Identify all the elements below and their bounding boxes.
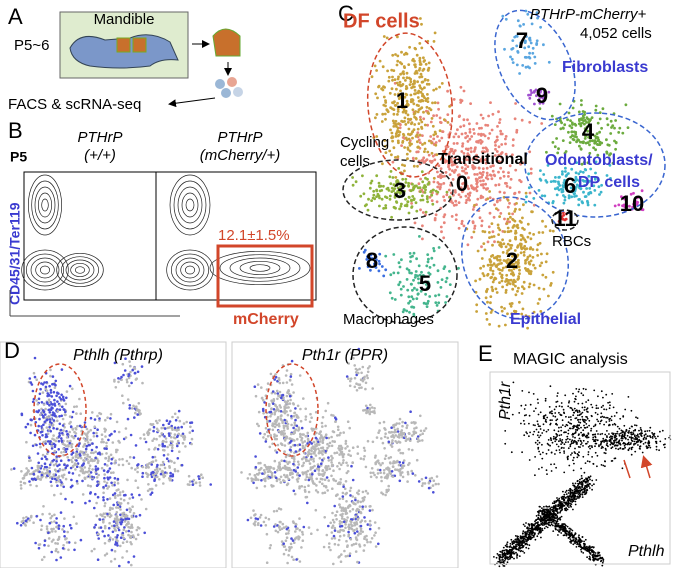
cluster-number: 2 — [506, 248, 518, 273]
scatter-dots — [10, 10, 671, 568]
cluster-label: DP cells — [578, 174, 640, 191]
plot-title: MAGIC analysis — [513, 351, 628, 368]
cluster-number: 11 — [553, 206, 576, 231]
cluster-number: 9 — [536, 83, 548, 108]
y-axis-label: Pth1r — [497, 381, 514, 420]
axes — [10, 290, 180, 316]
cluster-label: RBCs — [552, 233, 591, 250]
cluster-label: Transitional — [438, 151, 528, 168]
plot-title: Pth1r (PPR) — [302, 347, 388, 364]
cluster-label: cells — [340, 153, 370, 170]
cluster-number: 5 — [419, 271, 431, 296]
gate-percent: 12.1±1.5% — [218, 227, 290, 244]
cluster-number: 10 — [620, 191, 644, 216]
plot-frame — [490, 372, 670, 564]
genotype-title: PTHrP — [218, 129, 263, 146]
arrow — [170, 98, 215, 104]
cluster-number: 7 — [516, 28, 528, 53]
x-axis-label: mCherry — [233, 311, 299, 328]
arrow — [624, 458, 650, 478]
tooth — [117, 38, 130, 52]
panel-letter: E — [478, 341, 493, 366]
cluster-label: Macrophages — [343, 311, 434, 328]
cluster-number: 8 — [366, 248, 378, 273]
plot-title: Pthlh (Pthrp) — [73, 347, 163, 364]
panel-letter: A — [8, 4, 23, 29]
cluster-number: 4 — [582, 119, 595, 144]
y-axis-label: CD45/31/Ter119 — [7, 202, 23, 305]
cluster-number: 1 — [396, 88, 408, 113]
tooth — [133, 38, 146, 52]
genotype-title: (mCherry/+) — [200, 147, 280, 164]
plot-frame — [0, 342, 226, 568]
cells-icon — [215, 77, 243, 98]
x-axis-label: Pthlh — [628, 543, 665, 560]
panel-letter: B — [8, 118, 23, 143]
cluster-number: 0 — [456, 171, 468, 196]
genotype-title: PTHrP — [78, 129, 123, 146]
cluster-number: 3 — [394, 178, 406, 203]
source-label: PTHrP-mCherry+ — [530, 6, 646, 23]
cluster-label: DF cells — [343, 10, 420, 32]
facs-plot — [24, 172, 156, 300]
organ-label: Mandible — [94, 11, 155, 28]
tooth-icon — [213, 29, 240, 56]
cluster-label: Odontoblasts/ — [545, 152, 653, 169]
cluster-number: 6 — [564, 173, 576, 198]
cluster-label: Cycling — [340, 134, 389, 151]
age-label: P5~6 — [14, 37, 49, 54]
count-label: 4,052 cells — [580, 25, 652, 42]
cluster-label: Epithelial — [510, 311, 581, 328]
genotype-title: (+/+) — [84, 147, 116, 164]
method-label: FACS & scRNA-seq — [8, 96, 141, 113]
cluster-label: Fibroblasts — [562, 59, 648, 76]
age-label: P5 — [10, 149, 27, 165]
